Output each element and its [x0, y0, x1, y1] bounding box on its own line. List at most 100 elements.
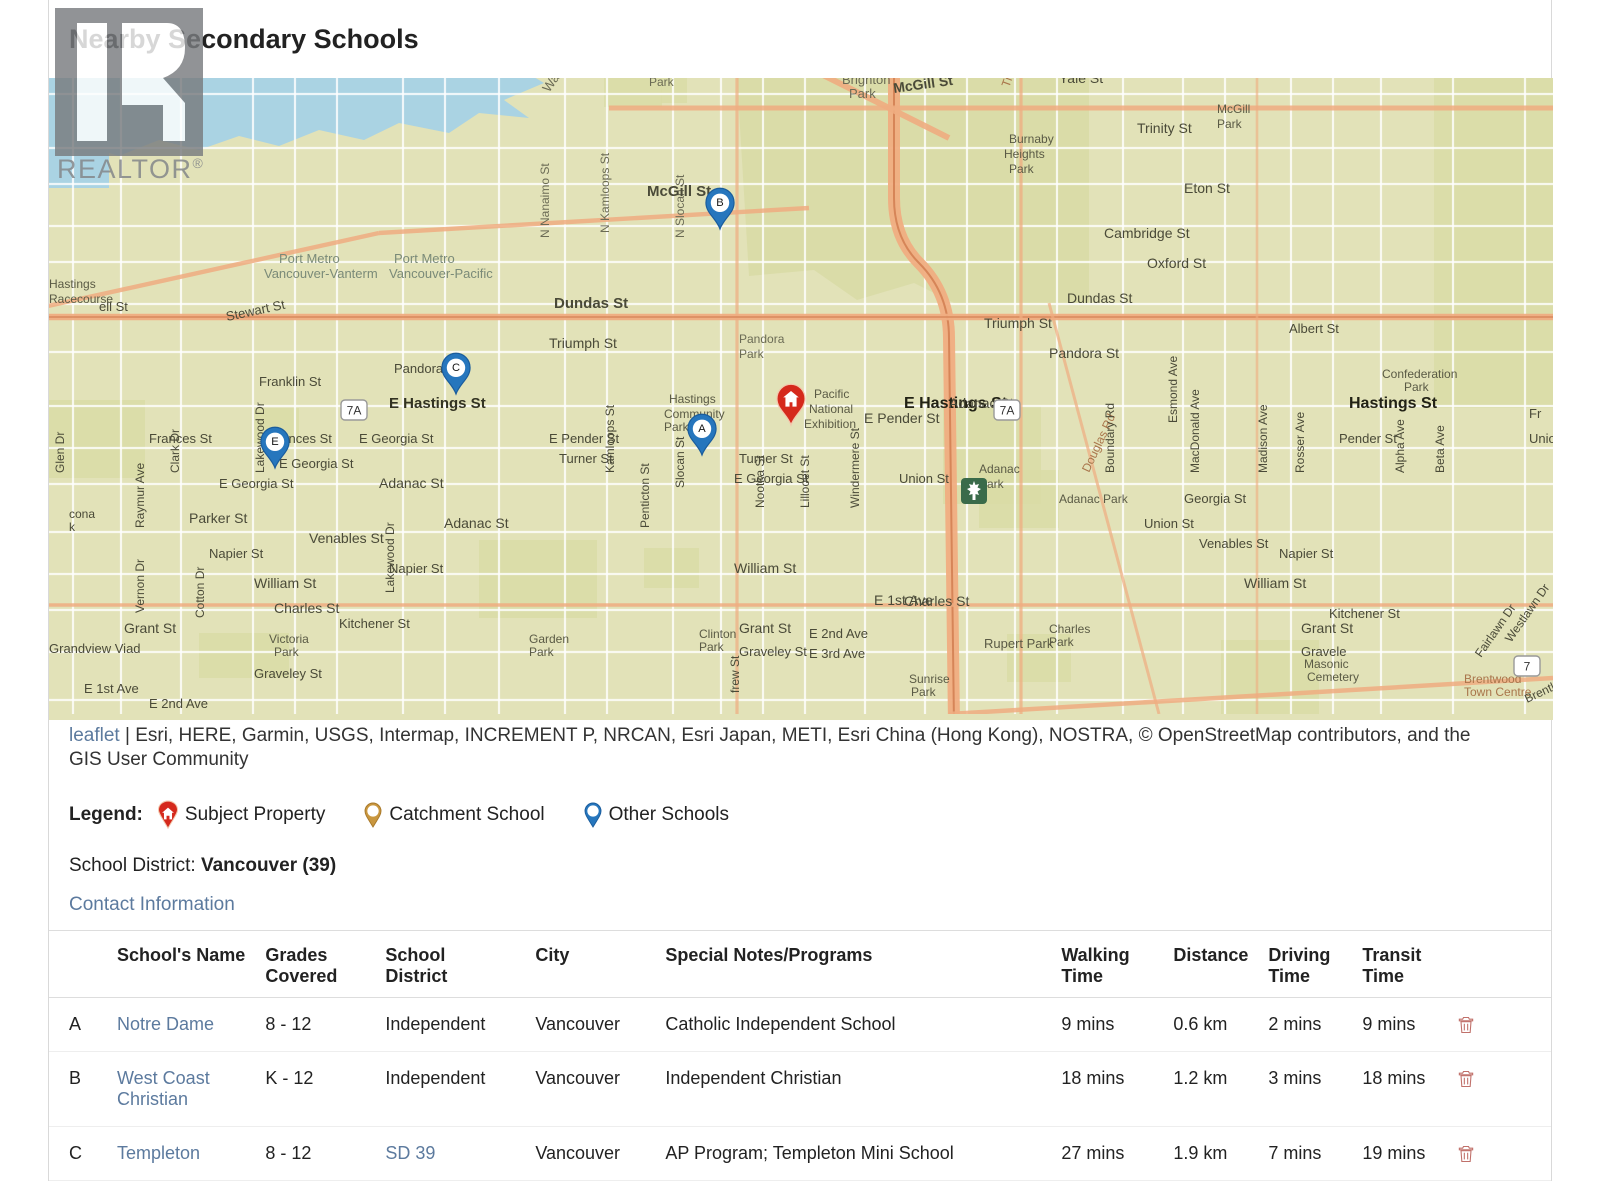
svg-text:7: 7 [1524, 660, 1531, 674]
svg-text:k: k [69, 520, 76, 534]
svg-text:Dundas St: Dundas St [1067, 290, 1132, 306]
svg-text:Victoria: Victoria [269, 632, 309, 646]
svg-text:Hastings: Hastings [669, 392, 716, 406]
svg-text:Cambridge St: Cambridge St [1104, 225, 1190, 241]
svg-text:Madison Ave: Madison Ave [1256, 404, 1270, 473]
svg-text:Garden: Garden [529, 632, 569, 646]
svg-text:E Georgia St: E Georgia St [359, 431, 434, 446]
svg-text:Park: Park [664, 420, 690, 434]
svg-text:Adanac St: Adanac St [444, 515, 509, 531]
svg-text:E 2nd Ave: E 2nd Ave [149, 696, 208, 711]
svg-text:Penticton St: Penticton St [638, 463, 652, 528]
svg-text:Trinity St: Trinity St [1137, 120, 1192, 136]
svg-text:Park: Park [849, 86, 876, 101]
svg-text:Port Metro: Port Metro [279, 251, 340, 266]
svg-text:E: E [271, 436, 278, 448]
svg-text:Oxford St: Oxford St [1147, 255, 1206, 271]
svg-text:Franklin St: Franklin St [259, 374, 322, 389]
svg-text:Park: Park [1217, 117, 1243, 131]
svg-text:Vancouver-Vanterm: Vancouver-Vanterm [264, 266, 378, 281]
svg-text:Adanac: Adanac [979, 462, 1020, 476]
svg-text:Charles St: Charles St [274, 600, 339, 616]
svg-text:Kamloops St: Kamloops St [603, 404, 617, 473]
svg-text:Park: Park [739, 347, 765, 361]
svg-text:E Georgia St: E Georgia St [279, 456, 354, 471]
svg-text:Dundas St: Dundas St [554, 295, 628, 312]
svg-text:Parker St: Parker St [189, 510, 247, 526]
svg-text:Boundary Rd: Boundary Rd [1103, 403, 1117, 473]
svg-text:National: National [809, 402, 853, 416]
svg-text:Grant St: Grant St [1301, 620, 1353, 636]
svg-text:Brentwood: Brentwood [1464, 672, 1521, 686]
svg-text:Graveley St: Graveley St [739, 644, 807, 659]
svg-text:Rupert Park: Rupert Park [984, 636, 1054, 651]
svg-text:Burnaby: Burnaby [1009, 132, 1054, 146]
svg-text:Union St: Union St [899, 471, 949, 486]
svg-text:Masonic: Masonic [1304, 657, 1349, 671]
svg-text:E Hastings St: E Hastings St [389, 395, 486, 412]
svg-text:Vernon Dr: Vernon Dr [133, 559, 147, 613]
svg-text:7A: 7A [347, 404, 362, 418]
svg-text:Beta Ave: Beta Ave [1433, 425, 1447, 473]
svg-text:Park: Park [911, 685, 937, 699]
svg-text:Triumph St: Triumph St [549, 335, 617, 351]
svg-text:N Nanaimo St: N Nanaimo St [538, 163, 552, 238]
svg-text:Pacific: Pacific [814, 387, 849, 401]
svg-text:Slocan St: Slocan St [673, 436, 687, 488]
svg-text:Charles: Charles [1049, 622, 1090, 636]
svg-text:Cotton Dr: Cotton Dr [193, 567, 207, 618]
svg-text:Venables St: Venables St [1199, 536, 1269, 551]
svg-text:Racecourse: Racecourse [49, 292, 113, 306]
svg-text:C: C [452, 362, 460, 374]
svg-text:Clark Dr: Clark Dr [168, 429, 182, 473]
svg-text:B: B [716, 197, 723, 209]
svg-text:E Georgia St: E Georgia St [219, 476, 294, 491]
svg-text:Hastings St: Hastings St [1349, 395, 1438, 412]
svg-text:Park: Park [1404, 380, 1430, 394]
svg-text:E 3rd Ave: E 3rd Ave [809, 646, 865, 661]
svg-text:frew St: frew St [728, 655, 742, 693]
svg-text:Napier St: Napier St [209, 546, 264, 561]
svg-text:McGill: McGill [1217, 102, 1250, 116]
svg-text:Port Metro: Port Metro [394, 251, 455, 266]
svg-text:Pandora St: Pandora St [1049, 345, 1119, 361]
svg-text:Park: Park [649, 78, 675, 89]
svg-text:Fr: Fr [1529, 406, 1542, 421]
svg-text:A: A [698, 423, 706, 435]
svg-text:7A: 7A [1000, 404, 1015, 418]
svg-text:cona: cona [69, 507, 95, 521]
svg-text:E 1st Ave: E 1st Ave [874, 592, 933, 608]
svg-text:Grandview Viad: Grandview Viad [49, 641, 141, 656]
svg-text:Napier St: Napier St [1279, 546, 1334, 561]
svg-text:William St: William St [254, 575, 316, 591]
svg-text:Napier St: Napier St [389, 561, 444, 576]
svg-text:Cemetery: Cemetery [1307, 670, 1359, 684]
svg-text:Adanac St: Adanac St [379, 475, 444, 491]
svg-text:Nootka St: Nootka St [753, 455, 767, 508]
svg-text:Yale St: Yale St [1059, 78, 1103, 86]
svg-text:E 2nd Ave: E 2nd Ave [809, 626, 868, 641]
svg-text:Lillooet St: Lillooet St [798, 455, 812, 508]
svg-text:Grant St: Grant St [739, 620, 791, 636]
svg-text:Triumph St: Triumph St [984, 315, 1052, 331]
svg-text:Union St: Union St [1144, 516, 1194, 531]
svg-text:E 1st Ave: E 1st Ave [84, 681, 139, 696]
svg-text:Sunrise: Sunrise [909, 672, 950, 686]
svg-text:Esmond Ave: Esmond Ave [1166, 356, 1180, 423]
svg-text:Park: Park [1009, 162, 1035, 176]
svg-text:Raymur Ave: Raymur Ave [133, 463, 147, 528]
svg-text:Clinton: Clinton [699, 627, 736, 641]
svg-text:N Kamloops St: N Kamloops St [598, 152, 612, 233]
svg-text:Union: Union [1529, 431, 1553, 446]
svg-text:McGill St: McGill St [647, 183, 711, 200]
svg-text:Adanac Park: Adanac Park [1059, 492, 1129, 506]
svg-text:Confederation: Confederation [1382, 367, 1457, 381]
svg-text:Kitchener St: Kitchener St [1329, 606, 1400, 621]
svg-text:Park: Park [529, 645, 555, 659]
svg-text:Alpha Ave: Alpha Ave [1393, 419, 1407, 473]
svg-text:William St: William St [1244, 575, 1306, 591]
svg-text:Hastings: Hastings [49, 277, 96, 291]
svg-text:Graveley St: Graveley St [254, 666, 322, 681]
svg-text:Windermere St: Windermere St [848, 427, 862, 508]
svg-text:Albert St: Albert St [1289, 321, 1339, 336]
